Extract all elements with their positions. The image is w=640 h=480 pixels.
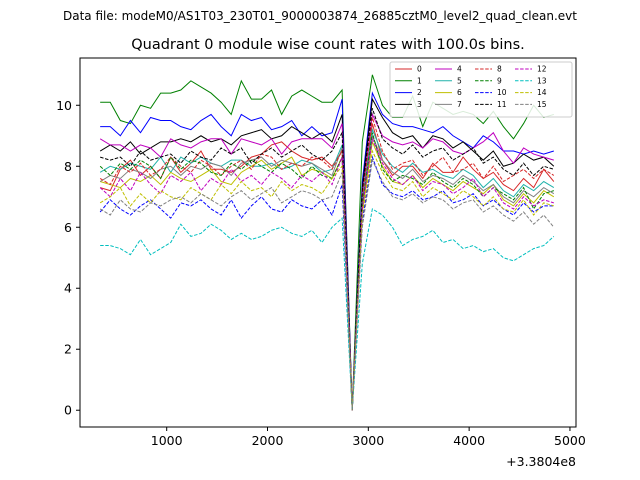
legend-label-5: 5: [457, 76, 462, 85]
legend-label-9: 9: [497, 76, 502, 85]
chart-suptitle: Data file: modeM0/AS1T03_230T01_90000038…: [63, 9, 577, 23]
series-line-14: [99, 149, 554, 411]
legend-label-10: 10: [497, 88, 507, 97]
series-line-4: [99, 112, 554, 411]
x-offset-label: +3.3804e8: [506, 454, 576, 469]
legend-label-7: 7: [457, 100, 462, 109]
legend-label-0: 0: [417, 65, 422, 74]
x-tick-label: 4000: [453, 433, 485, 448]
y-tick-label: 8: [64, 159, 72, 174]
legend-label-8: 8: [497, 65, 502, 74]
legend-label-15: 15: [537, 100, 547, 109]
legend-label-4: 4: [457, 65, 462, 74]
x-tick-label: 3000: [352, 433, 384, 448]
x-axis: 1000 2000 3000 4000 5000: [151, 427, 586, 448]
y-tick-label: 4: [64, 281, 72, 296]
series-line-13: [100, 208, 555, 411]
series-line-11: [100, 108, 554, 411]
series-lines: [99, 74, 555, 411]
legend-label-1: 1: [417, 76, 422, 85]
x-tick-label: 2000: [252, 433, 284, 448]
x-tick-label: 5000: [554, 433, 586, 448]
legend-label-11: 11: [497, 100, 507, 109]
plot-area: [80, 58, 576, 427]
series-line-10: [99, 155, 554, 411]
x-tick-label: 1000: [151, 433, 183, 448]
legend-label-3: 3: [417, 100, 422, 109]
series-line-8: [99, 117, 555, 411]
series-line-1: [100, 74, 554, 411]
legend-label-12: 12: [537, 65, 547, 74]
series-line-5: [99, 127, 555, 411]
y-tick-label: 6: [64, 220, 72, 235]
y-tick-label: 0: [64, 403, 72, 418]
chart-title: Quadrant 0 module wise count rates with …: [131, 37, 525, 53]
series-line-7: [99, 133, 555, 411]
legend-label-6: 6: [457, 88, 462, 97]
legend-label-14: 14: [537, 88, 547, 97]
y-tick-label: 2: [64, 342, 72, 357]
y-tick-label: 10: [56, 98, 72, 113]
legend-label-13: 13: [537, 76, 547, 85]
series-line-15: [99, 158, 555, 411]
y-axis: 0 2 4 6 8 10: [56, 98, 80, 418]
series-line-2: [100, 91, 554, 411]
series-line-9: [99, 132, 554, 411]
plot-frame: [79, 57, 577, 428]
legend-label-2: 2: [417, 88, 422, 97]
legend-box: [389, 61, 573, 118]
